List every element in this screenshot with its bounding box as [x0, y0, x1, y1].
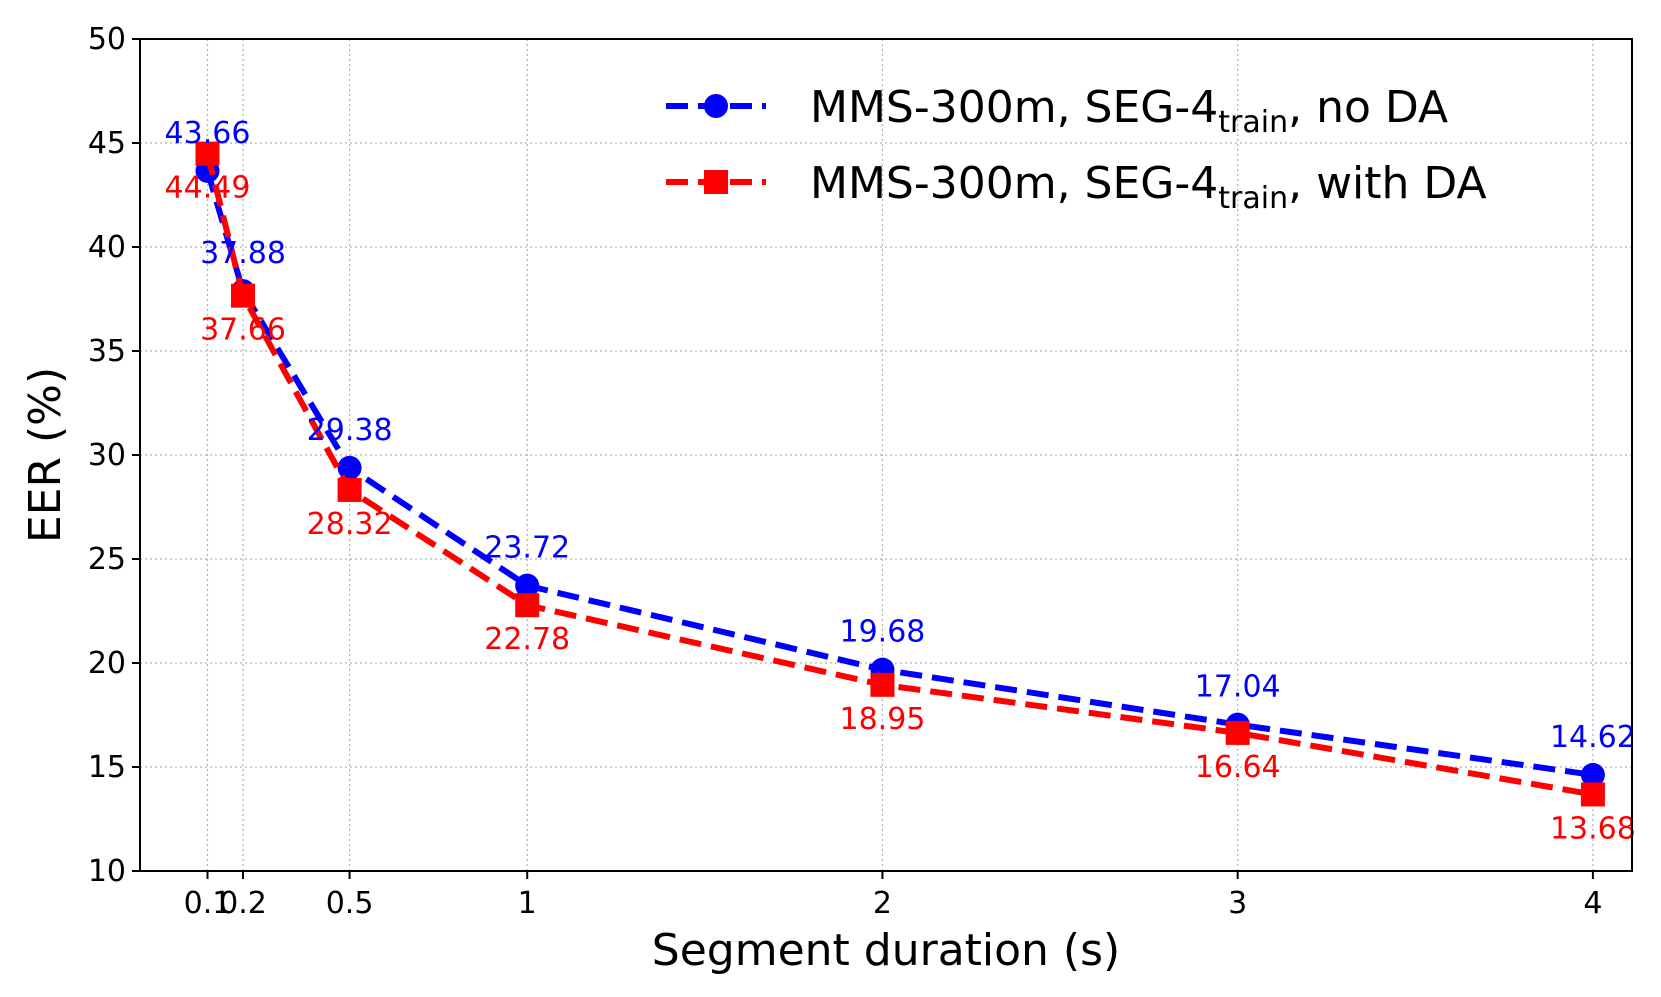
data-labels: 43.66 37.88 29.38 23.72 19.68 17.04 14.62 44.49…: [165, 116, 1636, 847]
data-value-label: 18.95: [840, 702, 926, 737]
legend-label: MMS-300m, SEG-4train, with DA: [810, 158, 1487, 216]
x-tick-label: 2: [873, 886, 892, 921]
x-tick-label: 0.5: [326, 886, 374, 921]
data-value-label: 19.68: [840, 615, 926, 650]
data-point-square: [870, 672, 895, 697]
axis-ticks: 0.10.2 0.5 1 2 3 4 10 15 20 25 30 35 40 45 50: [88, 22, 1603, 921]
y-tick-label: 35: [88, 334, 126, 369]
data-point-square: [337, 477, 362, 502]
y-tick-label: 30: [88, 438, 126, 473]
y-tick-label: 40: [88, 230, 126, 265]
data-value-label: 16.64: [1195, 750, 1281, 785]
data-value-label: 28.32: [307, 507, 393, 542]
data-value-label: 13.68: [1550, 811, 1636, 846]
series-line: [204, 152, 1594, 798]
y-tick-label: 20: [88, 646, 126, 681]
data-value-label: 43.66: [165, 116, 251, 151]
data-point-square: [231, 283, 256, 308]
y-tick-label: 10: [88, 854, 126, 889]
data-point-circle: [515, 573, 540, 598]
legend-entry: MMS-300m, SEG-4train, no DA: [666, 82, 1448, 140]
y-tick-label: 50: [88, 22, 126, 57]
x-axis-label: Segment duration (s): [652, 925, 1120, 976]
data-value-label: 14.62: [1550, 720, 1636, 755]
data-value-label: 29.38: [307, 413, 393, 448]
data-point-circle: [337, 455, 362, 480]
data-value-label: 37.88: [200, 236, 286, 271]
data-value-label: 17.04: [1195, 670, 1281, 705]
y-tick-label: 15: [88, 750, 126, 785]
series-no-da: [195, 158, 1605, 787]
x-tick-label: 4: [1583, 886, 1602, 921]
y-axis-label: EER (%): [20, 367, 71, 543]
data-value-label: 37.66: [200, 313, 286, 348]
x-tick-label: 0.1: [184, 886, 232, 921]
legend-label: MMS-300m, SEG-4train, no DA: [810, 82, 1448, 140]
y-tick-label: 25: [88, 542, 126, 577]
y-tick-label: 45: [88, 126, 126, 161]
x-tick-label: 0.2: [219, 886, 267, 921]
legend-entry: MMS-300m, SEG-4train, with DA: [666, 158, 1487, 216]
legend: MMS-300m, SEG-4train, no DA MMS-300m, SEG…: [666, 82, 1487, 216]
x-tick-label: 3: [1228, 886, 1247, 921]
data-value-label: 44.49: [165, 171, 251, 206]
data-point-square: [195, 141, 220, 166]
data-point-circle: [1580, 762, 1605, 787]
data-point-square: [1580, 782, 1605, 807]
data-point-square: [704, 170, 728, 194]
data-point-square: [1225, 720, 1250, 745]
x-tick-label: 1: [518, 886, 537, 921]
data-value-label: 23.72: [484, 531, 570, 566]
data-value-label: 22.78: [484, 622, 570, 657]
series-lines: [195, 141, 1605, 807]
data-point-square: [515, 593, 540, 618]
data-point-circle: [704, 94, 728, 118]
series-with-da: [195, 141, 1605, 807]
